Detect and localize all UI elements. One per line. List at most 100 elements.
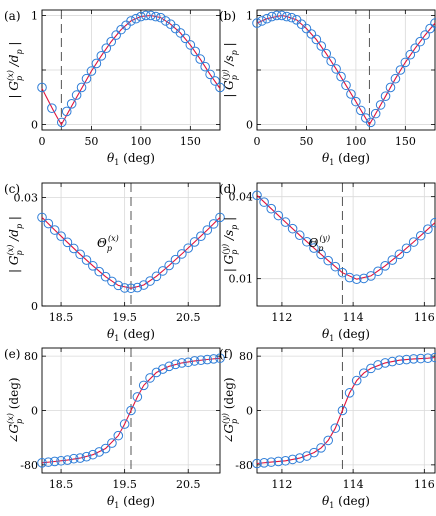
data-point	[341, 80, 351, 91]
data-point	[170, 254, 181, 265]
data-point	[267, 11, 277, 22]
data-point	[175, 28, 186, 38]
x-tick-label: 0	[39, 135, 46, 148]
data-point	[131, 13, 141, 24]
x-tick-label: 19.5	[112, 478, 137, 491]
data-point	[56, 117, 67, 128]
data-point	[94, 447, 105, 457]
data-point	[43, 457, 54, 467]
y-tick-label: 0	[31, 300, 38, 313]
data-point	[351, 375, 362, 386]
series-line	[41, 217, 221, 289]
panel-c: 18.5 19.5 20.5 0 0.03(c) θ1 (deg) | Gp(x) /dp …	[4, 182, 225, 343]
x-tick-label: 0	[254, 135, 261, 148]
x-tick-label: 50	[84, 135, 98, 148]
data-point	[81, 451, 92, 462]
x-axis-label: θ1 (deg)	[107, 494, 155, 510]
data-point	[75, 453, 85, 463]
data-point	[309, 447, 319, 458]
data-point	[425, 23, 435, 34]
x-tick-label: 50	[299, 135, 313, 148]
data-point	[326, 56, 336, 67]
data-point	[405, 49, 416, 60]
panel-label: (d)	[219, 182, 236, 196]
x-tick-label: 114	[343, 311, 364, 324]
data-point	[56, 455, 66, 466]
panel-f: 112 114 116 -80 0 80 (f) θ1 (deg) ∠Gp(y) (deg)	[219, 347, 436, 510]
y-tick-label: 0	[246, 405, 253, 418]
data-point	[323, 435, 334, 446]
data-point	[380, 261, 390, 271]
data-point	[200, 61, 210, 72]
data-point	[202, 354, 213, 365]
y-tick-label: -80	[20, 459, 38, 472]
data-point	[76, 82, 87, 93]
x-tick-label: 112	[271, 311, 292, 324]
x-tick-label: 18.5	[49, 478, 74, 491]
data-point	[96, 51, 107, 61]
data-point	[337, 405, 348, 416]
series-line	[256, 194, 436, 280]
data-point	[196, 231, 206, 241]
x-tick-label: 19.5	[112, 311, 137, 324]
data-point	[88, 449, 98, 460]
data-point	[351, 96, 361, 107]
panel-d: 112 114 116 0.01 0.04(d) θ1 (deg) | Gp(y) /sp …	[219, 182, 436, 343]
data-point	[252, 190, 262, 201]
data-point	[330, 423, 341, 433]
data-point	[387, 255, 398, 265]
data-point	[395, 65, 406, 75]
axes-frame	[256, 182, 436, 307]
data-point	[257, 16, 267, 26]
data-point	[252, 458, 262, 469]
data-point	[141, 10, 151, 21]
data-point	[359, 273, 369, 284]
data-point	[385, 82, 396, 93]
data-point	[37, 458, 47, 468]
data-point	[400, 57, 411, 68]
data-point	[321, 48, 332, 59]
y-tick-label: 0	[31, 405, 38, 418]
data-point	[215, 82, 225, 93]
data-point	[316, 443, 326, 453]
panel-label: (a)	[4, 9, 21, 23]
data-point	[373, 266, 383, 277]
data-point	[309, 243, 319, 253]
data-point	[180, 33, 191, 44]
data-point	[136, 11, 146, 22]
data-point	[423, 353, 433, 363]
data-point	[157, 266, 168, 276]
data-point	[205, 69, 215, 80]
y-axis-label: | Gp(x) /dp |	[6, 216, 24, 273]
x-axis-label: θ1 (deg)	[322, 151, 370, 167]
data-point	[415, 230, 426, 241]
threshold-annotation: Θp(x)	[97, 234, 119, 253]
data-point	[101, 43, 112, 53]
y-tick-label: 0.01	[229, 273, 254, 286]
data-point	[132, 392, 143, 402]
data-point	[37, 212, 47, 223]
data-point	[276, 10, 287, 21]
data-point	[37, 82, 47, 93]
data-point	[430, 352, 436, 363]
y-axis-label: | Gp(y) /sp |	[221, 217, 239, 272]
data-point	[183, 243, 194, 253]
data-point	[86, 66, 97, 76]
y-axis-label: | Gp(x) /dp |	[6, 42, 24, 99]
data-point	[375, 100, 386, 110]
data-point	[43, 218, 54, 229]
data-point	[415, 353, 426, 364]
data-point	[306, 29, 317, 39]
data-point	[113, 430, 124, 441]
data-point	[410, 43, 421, 53]
x-axis-label: θ1 (deg)	[107, 151, 155, 167]
x-tick-label: 20.5	[176, 478, 201, 491]
series-line	[41, 14, 221, 126]
data-point	[106, 36, 117, 47]
y-tick-label: -80	[235, 459, 253, 472]
data-point	[177, 358, 187, 368]
data-point	[420, 30, 430, 40]
data-point	[81, 73, 92, 84]
x-tick-label: 150	[180, 135, 201, 148]
